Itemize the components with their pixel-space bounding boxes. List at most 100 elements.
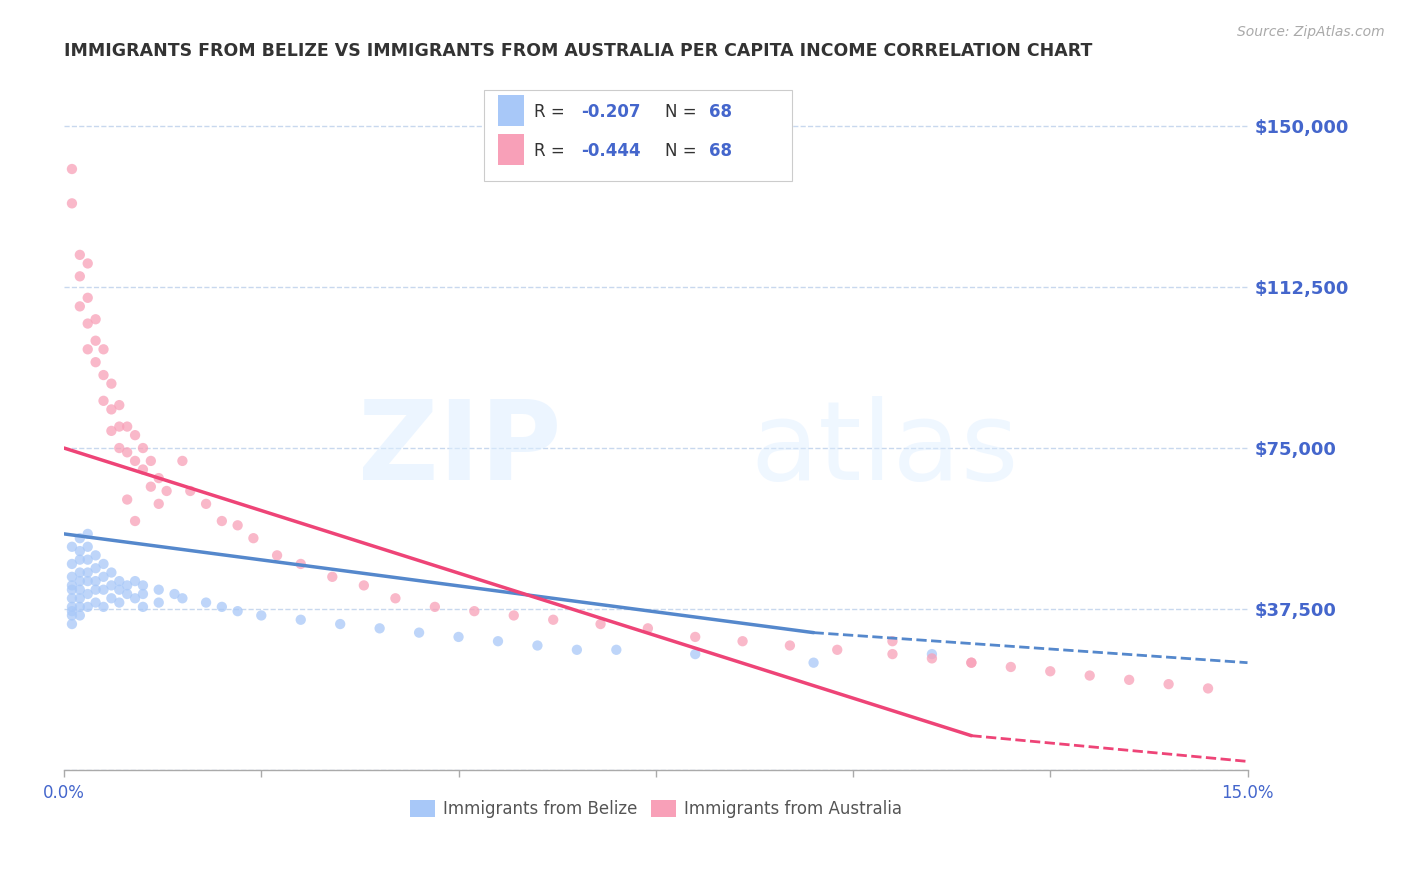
Point — [115, 445, 138, 459]
Text: R =: R = — [534, 103, 569, 121]
Text: 68: 68 — [709, 103, 733, 121]
Point — [195, 596, 218, 610]
Point — [69, 582, 91, 597]
Point — [60, 161, 83, 176]
Point — [565, 642, 588, 657]
Point — [100, 578, 122, 592]
Text: -0.444: -0.444 — [581, 142, 641, 161]
Point — [132, 441, 155, 455]
Point — [172, 591, 194, 606]
Point — [69, 574, 91, 588]
Point — [108, 596, 131, 610]
Point — [100, 566, 122, 580]
Point — [163, 587, 186, 601]
Point — [69, 531, 91, 545]
Point — [100, 424, 122, 438]
Point — [486, 634, 509, 648]
Point — [115, 419, 138, 434]
Point — [76, 599, 98, 614]
Point — [882, 647, 904, 661]
Point — [76, 587, 98, 601]
Text: ZIP: ZIP — [357, 396, 561, 502]
Point — [779, 639, 801, 653]
Point — [84, 312, 107, 326]
Point — [60, 599, 83, 614]
Point — [108, 398, 131, 412]
Point — [69, 591, 91, 606]
Point — [1118, 673, 1140, 687]
Point — [84, 596, 107, 610]
Point — [502, 608, 524, 623]
Point — [960, 656, 983, 670]
Point — [60, 582, 83, 597]
Point — [100, 376, 122, 391]
Point — [124, 514, 146, 528]
Point — [803, 656, 825, 670]
Point — [124, 591, 146, 606]
FancyBboxPatch shape — [498, 95, 524, 126]
Point — [60, 196, 83, 211]
Point — [93, 343, 115, 357]
Point — [60, 570, 83, 584]
Point — [195, 497, 218, 511]
Point — [683, 647, 706, 661]
Point — [148, 582, 170, 597]
Point — [84, 561, 107, 575]
Text: atlas: atlas — [751, 396, 1019, 502]
Point — [132, 578, 155, 592]
Point — [139, 454, 162, 468]
Point — [60, 591, 83, 606]
Point — [179, 483, 201, 498]
Point — [84, 334, 107, 348]
Text: N =: N = — [665, 103, 702, 121]
Point — [683, 630, 706, 644]
Point — [211, 514, 233, 528]
Text: Source: ZipAtlas.com: Source: ZipAtlas.com — [1237, 25, 1385, 39]
Point — [76, 566, 98, 580]
Point — [76, 540, 98, 554]
Point — [329, 617, 352, 632]
Point — [69, 566, 91, 580]
Point — [76, 527, 98, 541]
Point — [156, 483, 179, 498]
Point — [226, 518, 249, 533]
Point — [69, 599, 91, 614]
Text: 68: 68 — [709, 142, 733, 161]
Point — [368, 621, 391, 635]
Point — [1078, 668, 1101, 682]
Point — [353, 578, 375, 592]
Point — [290, 613, 312, 627]
Point — [84, 574, 107, 588]
Point — [384, 591, 406, 606]
Point — [290, 557, 312, 571]
Point — [172, 454, 194, 468]
Point — [60, 578, 83, 592]
Point — [69, 552, 91, 566]
Point — [124, 454, 146, 468]
Point — [93, 582, 115, 597]
Point — [93, 599, 115, 614]
Point — [266, 549, 288, 563]
Point — [76, 291, 98, 305]
Point — [250, 608, 273, 623]
Point — [921, 651, 943, 665]
FancyBboxPatch shape — [484, 90, 792, 180]
Point — [108, 582, 131, 597]
Point — [463, 604, 485, 618]
Point — [60, 540, 83, 554]
Text: N =: N = — [665, 142, 702, 161]
Point — [76, 317, 98, 331]
Point — [1197, 681, 1219, 696]
Point — [139, 480, 162, 494]
Legend: Immigrants from Belize, Immigrants from Australia: Immigrants from Belize, Immigrants from … — [404, 793, 908, 824]
Point — [76, 552, 98, 566]
Point — [60, 604, 83, 618]
Point — [69, 608, 91, 623]
Point — [882, 634, 904, 648]
Point — [148, 497, 170, 511]
Text: IMMIGRANTS FROM BELIZE VS IMMIGRANTS FROM AUSTRALIA PER CAPITA INCOME CORRELATIO: IMMIGRANTS FROM BELIZE VS IMMIGRANTS FRO… — [65, 42, 1092, 60]
Point — [526, 639, 548, 653]
Point — [108, 441, 131, 455]
Point — [321, 570, 343, 584]
Point — [211, 599, 233, 614]
